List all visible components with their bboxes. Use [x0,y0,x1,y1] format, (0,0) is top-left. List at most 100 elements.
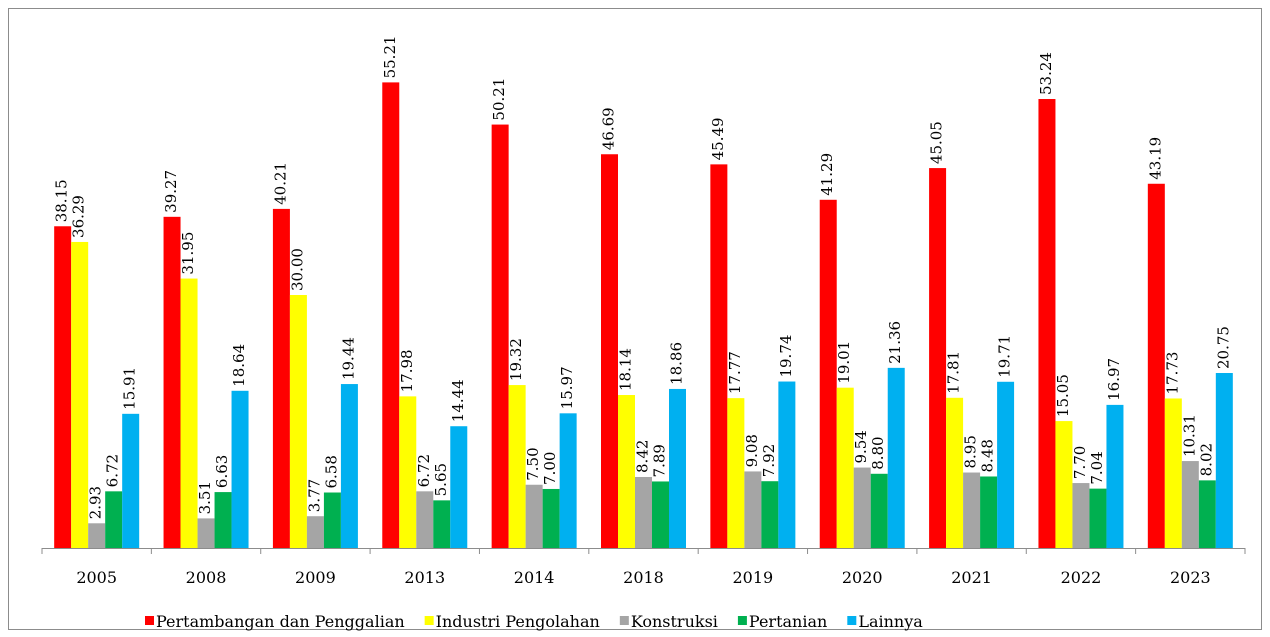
legend-swatch [424,616,434,625]
bar [635,476,652,548]
value-label: 3.77 [305,479,323,512]
value-label: 6.72 [104,454,122,487]
bar [744,471,762,548]
value-label: 6.63 [213,455,231,488]
value-label: 10.31 [1180,414,1198,457]
value-label: 31.95 [179,232,197,275]
value-label: 19.32 [507,338,525,381]
value-label: 8.42 [634,440,652,473]
bar [669,388,686,548]
bar [652,481,669,548]
value-label: 46.69 [600,107,618,150]
value-label: 7.70 [1071,446,1089,479]
value-label: 45.05 [928,121,946,164]
bar [1055,421,1073,548]
bar [433,500,451,548]
x-tick-label: 2022 [1061,568,1102,587]
legend-swatch [847,616,857,625]
legend-label: Industri Pengolahan [436,612,600,631]
bar [601,154,618,548]
bar [836,387,854,548]
value-label: 6.58 [322,455,340,488]
value-label: 38.15 [53,179,71,222]
value-label: 40.21 [271,162,289,205]
bar [122,413,140,548]
bar [963,472,981,548]
value-label: 17.81 [945,351,963,394]
value-label: 9.08 [743,434,761,467]
value-label: 8.95 [962,435,980,468]
bar [542,488,560,548]
value-label: 55.21 [381,35,399,78]
bar [323,492,341,548]
x-tick-label: 2009 [295,568,336,587]
value-label: 16.97 [1105,358,1123,401]
legend-label: Pertanian [749,612,827,631]
value-label: 17.98 [398,349,416,392]
x-tick-label: 2019 [733,568,774,587]
x-tick-label: 2021 [951,568,992,587]
value-label: 18.86 [668,342,686,385]
value-label: 8.48 [979,439,997,472]
bar [214,492,232,548]
bar [450,426,468,548]
bar [525,484,543,548]
value-label: 17.77 [726,351,744,394]
bar [71,241,89,548]
x-tick-label: 2018 [623,568,664,587]
bar [929,168,947,548]
value-label: 7.89 [651,444,669,477]
value-label: 43.19 [1146,137,1164,180]
bar [399,396,417,548]
bar [980,476,998,548]
value-label: 21.36 [886,321,904,364]
bar [197,518,215,548]
bar [1072,483,1090,548]
bar [997,381,1015,548]
x-tick-label: 2020 [842,568,883,587]
value-label: 19.74 [777,335,795,378]
value-label: 19.01 [835,341,853,384]
bar [761,481,779,548]
value-label: 30.00 [288,248,306,291]
x-tick-label: 2005 [76,568,117,587]
value-label: 18.14 [617,348,635,391]
bar [340,384,358,548]
value-label: 50.21 [490,78,508,121]
bar [887,367,905,548]
x-tick-label: 2023 [1170,568,1211,587]
x-tick-label: 2008 [186,568,227,587]
bar [180,278,198,548]
bar [1089,488,1107,548]
bar [1106,404,1124,548]
value-label: 15.91 [121,367,139,410]
bar [1147,183,1165,548]
value-label: 6.72 [415,454,433,487]
value-label: 5.65 [432,463,450,496]
value-label: 7.00 [541,452,559,485]
value-label: 17.73 [1163,352,1181,395]
bar [491,124,509,549]
bar [105,491,123,548]
value-label: 3.51 [196,481,214,514]
legend-swatch [145,616,154,625]
value-label: 36.29 [70,195,88,238]
bar [1038,99,1056,548]
bar [946,397,964,548]
value-label: 53.24 [1037,52,1055,95]
bar [710,164,728,548]
bar [54,226,72,549]
bar [1198,480,1216,548]
bar [870,473,888,548]
bar [231,390,249,548]
bar [819,199,837,549]
legend-label: Pertambangan dan Penggalian [156,612,405,631]
bar [508,385,526,548]
value-label: 14.44 [449,379,467,422]
value-label: 18.64 [230,344,248,387]
bar [727,398,745,548]
bar [289,295,307,548]
value-label: 15.97 [558,366,576,409]
value-label: 19.44 [339,337,357,380]
